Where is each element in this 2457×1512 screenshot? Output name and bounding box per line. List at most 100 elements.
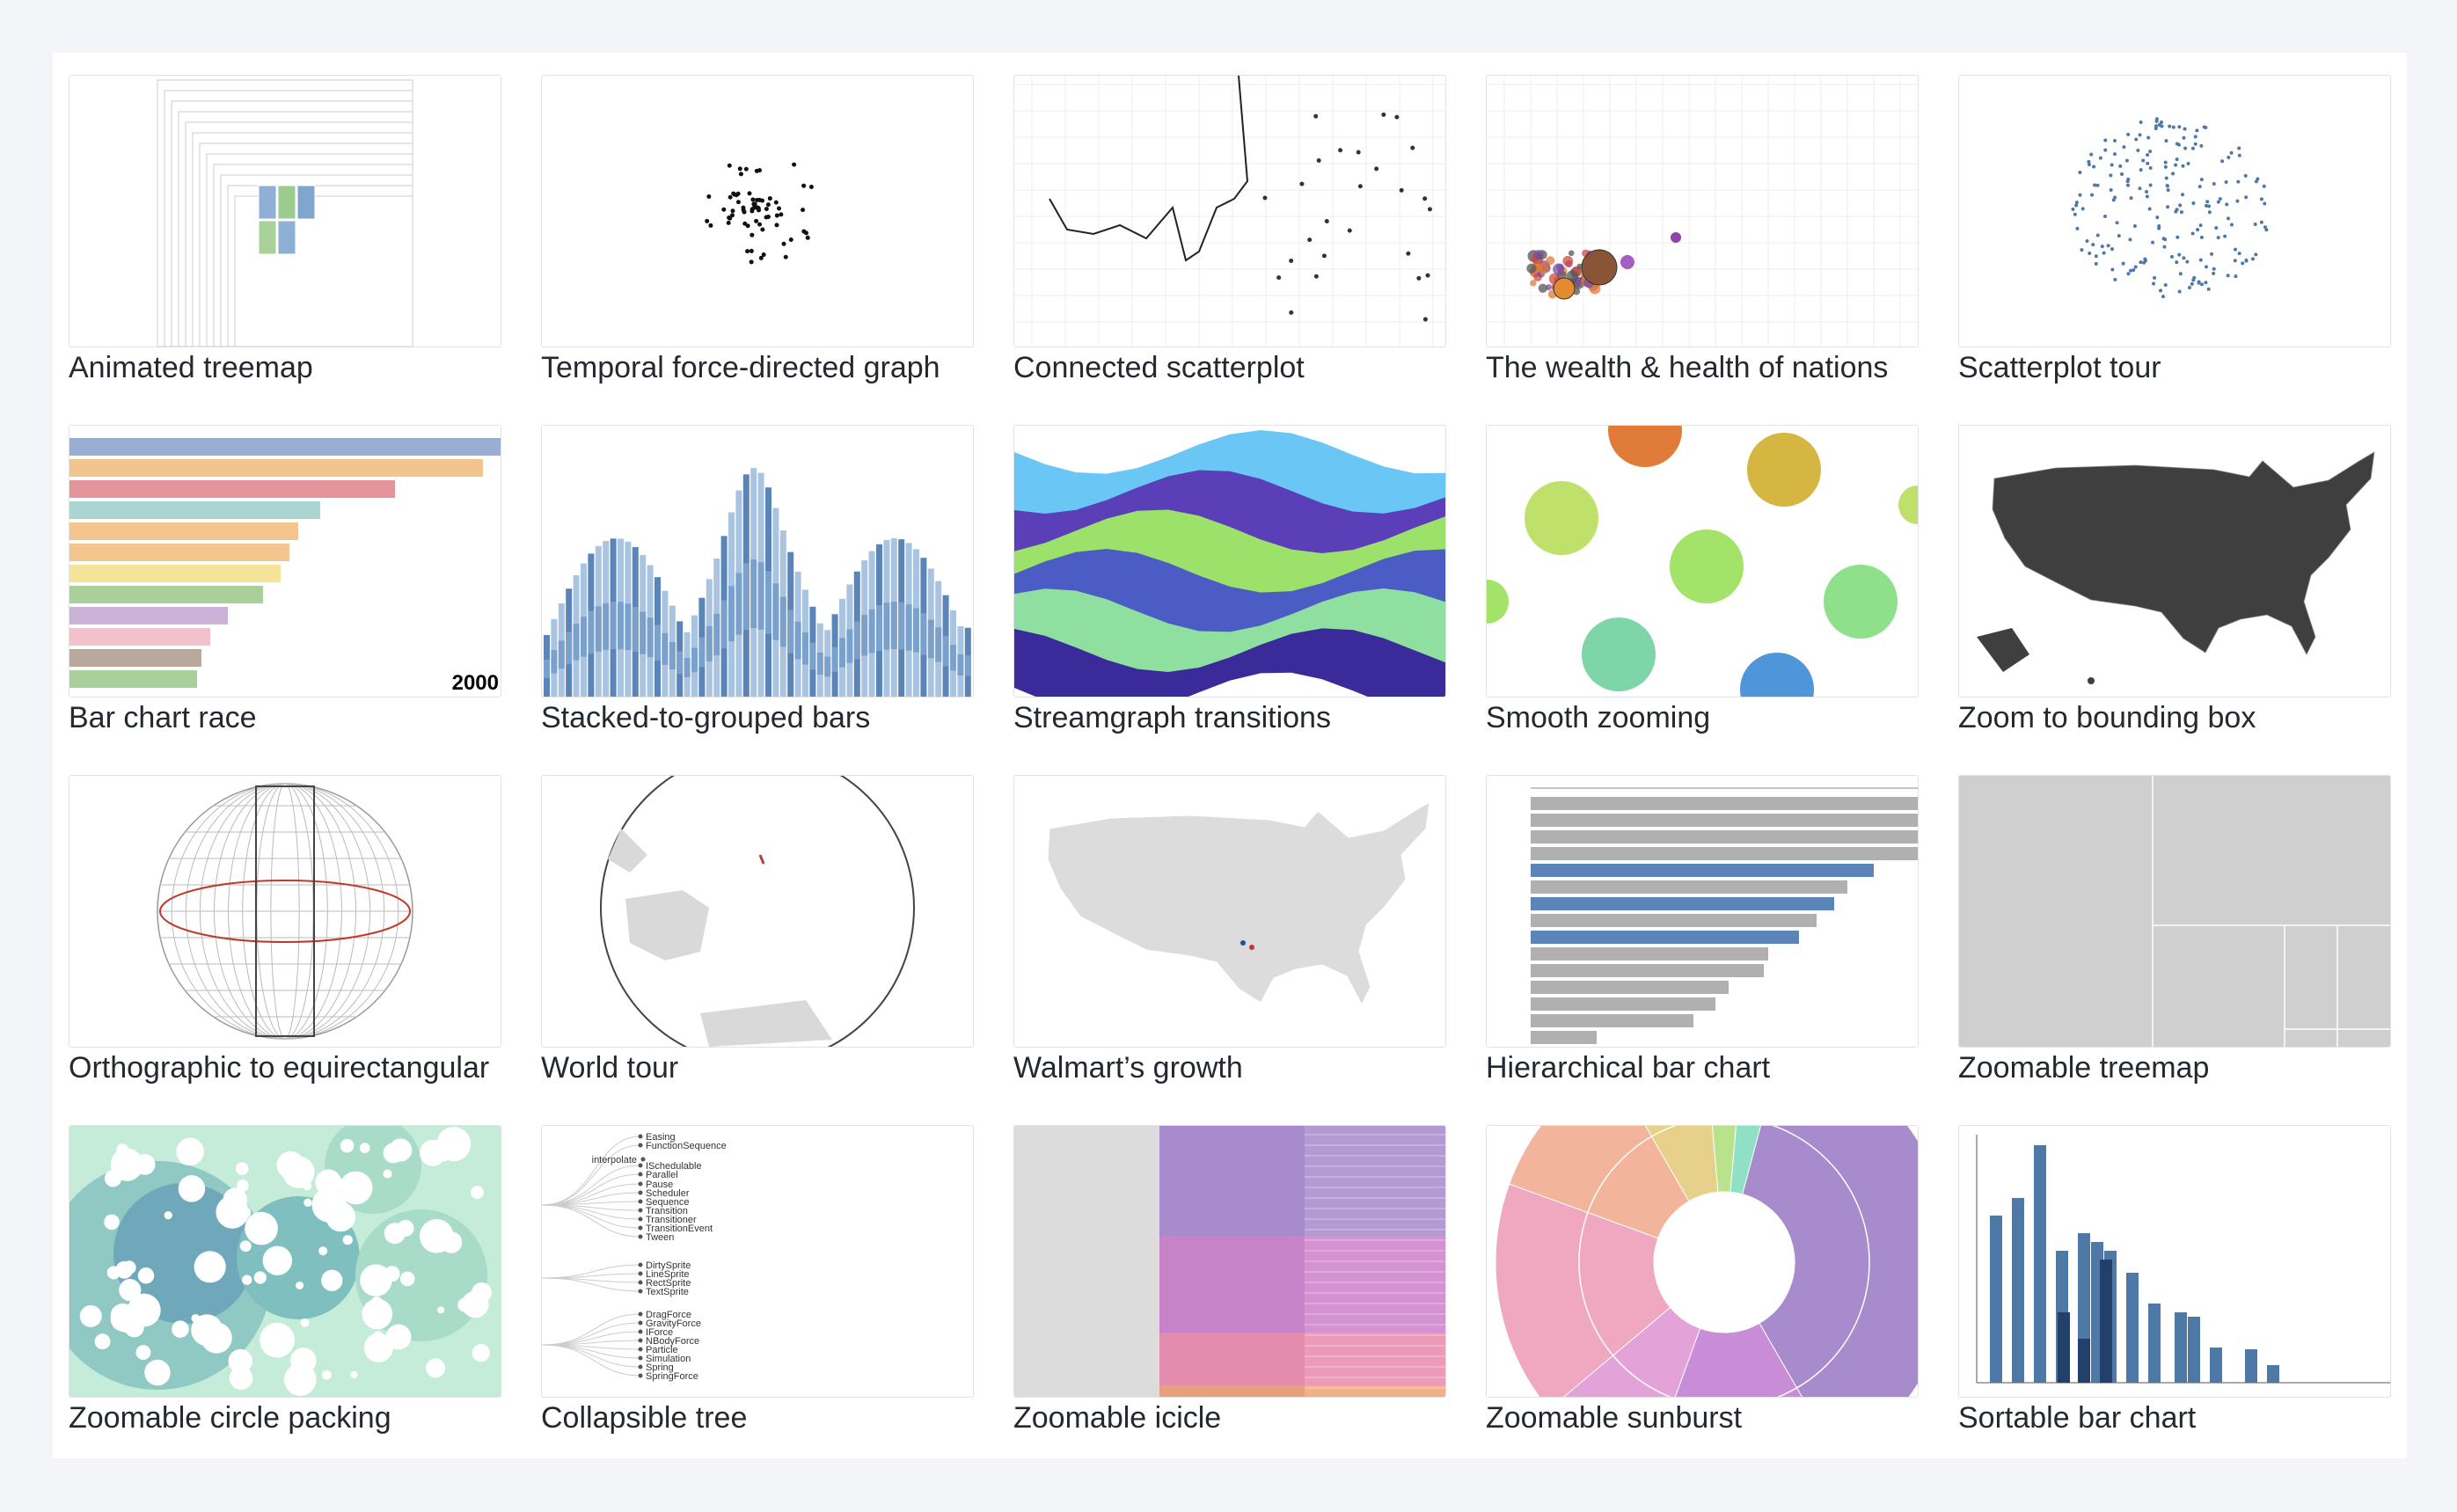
card-title[interactable]: Zoomable sunburst: [1486, 1401, 1743, 1435]
card-title[interactable]: Stacked-to-grouped bars: [541, 701, 871, 734]
gallery-card-circles-zoom[interactable]: Smooth zooming: [1486, 425, 1919, 735]
thumbnail-image: [157, 783, 413, 1040]
thumbnail-force-graph[interactable]: [541, 75, 974, 347]
gallery-card-connected-scatter[interactable]: Connected scatterplot: [1013, 75, 1446, 385]
thumbnail-image: [1487, 426, 1918, 697]
thumbnail-image: [544, 468, 971, 697]
gallery-card-scatter-tour[interactable]: Scatterplot tour: [1958, 75, 2391, 385]
thumbnail-image: [2071, 117, 2269, 299]
card-title[interactable]: The wealth & health of nations: [1486, 351, 1889, 384]
svg-text:TransitionEvent: TransitionEvent: [646, 1223, 713, 1234]
thumbnail-treemap-gray[interactable]: [1958, 775, 2391, 1048]
thumbnail-image: [1014, 76, 1445, 347]
gallery-card-treemap-gray[interactable]: Zoomable treemap: [1958, 775, 2391, 1085]
thumbnail-image: 2000: [69, 438, 501, 695]
thumbnail-us-dark[interactable]: [1958, 425, 2391, 698]
thumbnail-image: [157, 79, 413, 347]
thumbnail-sortable-bars[interactable]: [1958, 1125, 2391, 1398]
thumbnail-image: [705, 162, 814, 265]
card-title[interactable]: Streamgraph transitions: [1013, 701, 1331, 734]
gallery-card-treemap-animated[interactable]: Animated treemap: [69, 75, 501, 385]
thumbnail-globe-grid[interactable]: [69, 775, 501, 1048]
card-title[interactable]: Connected scatterplot: [1013, 351, 1305, 384]
thumbnail-treemap-animated[interactable]: [69, 75, 501, 347]
card-title[interactable]: Animated treemap: [69, 351, 313, 384]
svg-text:Parallel: Parallel: [646, 1170, 678, 1180]
thumbnail-world-globe[interactable]: [541, 775, 974, 1048]
card-title[interactable]: Hierarchical bar chart: [1486, 1051, 1771, 1085]
thumbnail-stacked-bars[interactable]: [541, 425, 974, 698]
card-title[interactable]: World tour: [541, 1051, 679, 1085]
card-title[interactable]: Temporal force-directed graph: [541, 351, 940, 384]
gallery-card-stacked-bars[interactable]: Stacked-to-grouped bars: [541, 425, 974, 735]
gallery-grid: Animated treemap Temporal force-directed …: [69, 75, 2391, 1435]
card-title[interactable]: Bar chart race: [69, 701, 257, 734]
svg-text:Simulation: Simulation: [646, 1354, 691, 1364]
svg-text:interpolate: interpolate: [592, 1155, 637, 1165]
thumbnail-icicle[interactable]: [1013, 1125, 1446, 1398]
svg-text:SpringForce: SpringForce: [646, 1371, 698, 1382]
gallery-card-bar-race[interactable]: 2000 Bar chart race: [69, 425, 501, 735]
thumbnail-circles-zoom[interactable]: [1486, 425, 1919, 698]
svg-text:TextSprite: TextSprite: [646, 1287, 689, 1297]
thumbnail-us-light[interactable]: [1013, 775, 1446, 1048]
card-title[interactable]: Zoomable icicle: [1013, 1401, 1222, 1435]
svg-text:LineSprite: LineSprite: [646, 1269, 690, 1280]
thumbnail-image: [1014, 430, 1445, 697]
thumbnail-tree[interactable]: Easing FunctionSequence interpolate ISchedu…: [541, 1125, 974, 1398]
gallery-card-streamgraph[interactable]: Streamgraph transitions: [1013, 425, 1446, 735]
thumbnail-hbar[interactable]: [1486, 775, 1919, 1048]
gallery-card-circle-pack[interactable]: Zoomable circle packing: [69, 1125, 501, 1435]
gallery-card-sortable-bars[interactable]: Sortable bar chart: [1958, 1125, 2391, 1435]
gallery-card-globe-grid[interactable]: Orthographic to equirectangular: [69, 775, 501, 1085]
svg-text:GravityForce: GravityForce: [646, 1318, 701, 1329]
card-title[interactable]: Sortable bar chart: [1958, 1401, 2197, 1435]
gallery-card-sunburst[interactable]: Zoomable sunburst: [1486, 1125, 1919, 1435]
svg-text:DirtySprite: DirtySprite: [646, 1260, 691, 1271]
svg-text:ISchedulable: ISchedulable: [646, 1161, 702, 1172]
card-title[interactable]: Collapsible tree: [541, 1401, 748, 1435]
gallery-panel: Animated treemap Temporal force-directed …: [53, 53, 2407, 1458]
gallery-card-us-dark[interactable]: Zoom to bounding box: [1958, 425, 2391, 735]
card-title[interactable]: Zoomable circle packing: [69, 1401, 391, 1435]
thumbnail-connected-scatter[interactable]: [1013, 75, 1446, 347]
svg-text:Sequence: Sequence: [646, 1197, 690, 1208]
svg-text:FunctionSequence: FunctionSequence: [646, 1141, 727, 1151]
gallery-card-tree[interactable]: Easing FunctionSequence interpolate ISchedu…: [541, 1125, 974, 1435]
thumbnail-image: [69, 1126, 501, 1397]
svg-text:Scheduler: Scheduler: [646, 1188, 690, 1199]
thumbnail-sunburst[interactable]: [1486, 1125, 1919, 1398]
thumbnail-image: [1531, 787, 1918, 1044]
thumbnail-image: [1959, 776, 2390, 1047]
svg-text:Tween: Tween: [646, 1232, 674, 1243]
thumbnail-image: [1487, 76, 1918, 347]
svg-text:Particle: Particle: [646, 1345, 678, 1355]
thumbnail-image: [1976, 1135, 2390, 1384]
gallery-card-us-light[interactable]: Walmart’s growth: [1013, 775, 1446, 1085]
card-title[interactable]: Zoom to bounding box: [1958, 701, 2256, 734]
gallery-card-hbar[interactable]: Hierarchical bar chart: [1486, 775, 1919, 1085]
svg-text:Easing: Easing: [646, 1132, 676, 1143]
card-title[interactable]: Smooth zooming: [1486, 701, 1711, 734]
thumbnail-bubble-nations[interactable]: [1486, 75, 1919, 347]
gallery-card-world-globe[interactable]: World tour: [541, 775, 974, 1085]
thumbnail-image: [1977, 451, 2375, 684]
card-title[interactable]: Walmart’s growth: [1013, 1051, 1243, 1085]
thumbnail-streamgraph[interactable]: [1013, 425, 1446, 698]
thumbnail-scatter-tour[interactable]: [1958, 75, 2391, 347]
thumbnail-image: [1014, 1126, 1445, 1397]
svg-text:Spring: Spring: [646, 1362, 674, 1373]
card-title[interactable]: Scatterplot tour: [1958, 351, 2161, 384]
card-title[interactable]: Orthographic to equirectangular: [69, 1051, 490, 1085]
card-title[interactable]: Zoomable treemap: [1958, 1051, 2210, 1085]
gallery-card-bubble-nations[interactable]: The wealth & health of nations: [1486, 75, 1919, 385]
thumbnail-circle-pack[interactable]: [69, 1125, 501, 1398]
svg-text:Transitioner: Transitioner: [646, 1215, 697, 1225]
thumbnail-image: [1047, 801, 1430, 1006]
svg-text:RectSprite: RectSprite: [646, 1278, 691, 1289]
svg-text:IForce: IForce: [646, 1327, 673, 1338]
gallery-card-force-graph[interactable]: Temporal force-directed graph: [541, 75, 974, 385]
thumbnail-bar-race[interactable]: 2000: [69, 425, 501, 698]
svg-text:2000: 2000: [452, 671, 499, 695]
gallery-card-icicle[interactable]: Zoomable icicle: [1013, 1125, 1446, 1435]
